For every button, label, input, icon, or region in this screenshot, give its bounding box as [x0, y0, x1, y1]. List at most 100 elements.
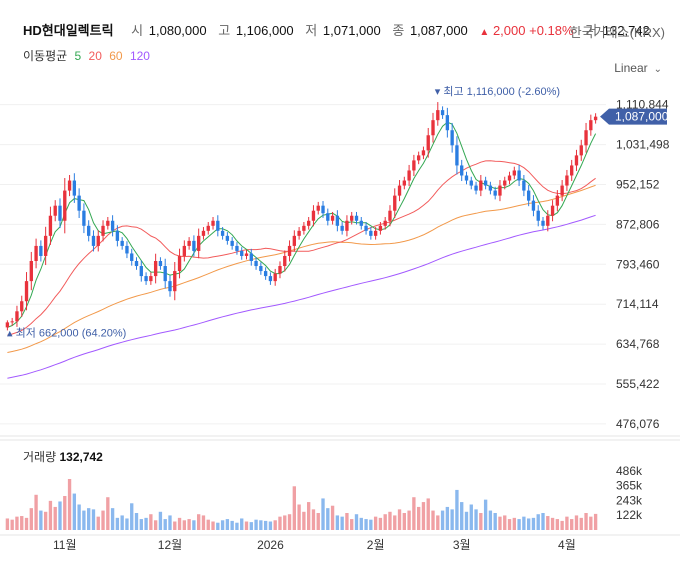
- volume-bar: [139, 519, 143, 530]
- volume-bar: [268, 521, 273, 530]
- up-triangle-icon: ▲: [479, 27, 490, 38]
- volume-bar: [48, 500, 53, 530]
- volume-value: 132,742: [602, 23, 650, 38]
- volume-bar: [570, 519, 574, 530]
- volume-bar: [225, 519, 230, 530]
- candle-body: [316, 205, 320, 211]
- candle-body: [378, 225, 383, 231]
- candle-body: [460, 165, 464, 176]
- volume-bar: [144, 517, 148, 530]
- volume-bar: [273, 520, 277, 530]
- volume-bar: [77, 504, 81, 530]
- candle-body: [469, 180, 473, 186]
- candle-body: [216, 220, 220, 231]
- candle-body: [220, 230, 225, 236]
- candle-body: [565, 175, 569, 186]
- quote-summary: HD현대일렉트릭 시 1,080,000 고 1,106,000 저 1,071…: [23, 20, 658, 39]
- candle-body: [517, 170, 521, 181]
- volume-bar: [29, 508, 33, 530]
- candle-body: [130, 253, 134, 261]
- candle-body: [58, 205, 62, 221]
- candle-body: [283, 255, 287, 267]
- candle-body: [235, 245, 239, 251]
- volume-bar: [110, 508, 115, 530]
- volume-bar: [431, 510, 435, 530]
- candle-body: [82, 210, 86, 226]
- open-label: 시: [131, 23, 144, 38]
- candle-body: [593, 116, 598, 121]
- volume-bar: [173, 521, 177, 530]
- x-tick-label: 4월: [558, 538, 576, 552]
- candle-body: [87, 225, 91, 236]
- volume-bar: [321, 498, 325, 530]
- candle-body: [350, 215, 354, 221]
- candle-body: [369, 230, 373, 236]
- candle-body: [340, 225, 344, 231]
- volume-tick-label: 486k: [616, 464, 643, 478]
- volume-bar: [87, 508, 91, 530]
- candle-body: [77, 195, 81, 211]
- candle-body: [503, 180, 507, 186]
- candle-body: [34, 245, 38, 261]
- volume-bar: [278, 516, 282, 530]
- candle-body: [546, 215, 550, 226]
- candle-body: [63, 190, 67, 221]
- candle-body: [536, 210, 540, 221]
- y-tick-label: 634,768: [616, 337, 660, 351]
- volume-bar: [263, 520, 268, 530]
- scale-selector[interactable]: Linear ⌄: [614, 61, 662, 75]
- candle-body: [287, 245, 292, 256]
- volume-bar: [72, 493, 77, 530]
- x-tick-label: 2월: [367, 538, 385, 552]
- volume-bar: [350, 519, 354, 530]
- volume-tick-label: 122k: [616, 508, 643, 522]
- volume-bar: [187, 519, 191, 530]
- candle-body: [584, 130, 588, 146]
- volume-bar: [63, 496, 67, 530]
- candle-body: [254, 261, 258, 267]
- volume-bar: [397, 509, 402, 530]
- volume-bar: [340, 516, 344, 530]
- candle-body: [278, 266, 282, 274]
- volume-bar: [82, 510, 86, 530]
- volume-bar: [440, 510, 445, 530]
- volume-bar: [5, 518, 10, 530]
- candle-body: [10, 321, 14, 323]
- volume-bar: [15, 516, 19, 530]
- volume-bar: [498, 516, 502, 530]
- volume-bar: [216, 522, 220, 530]
- candle-body: [144, 276, 148, 282]
- candle-body: [531, 200, 536, 211]
- candle-body: [292, 235, 297, 246]
- candle-body: [440, 110, 445, 116]
- volume-bar: [383, 514, 387, 530]
- volume-bar: [24, 517, 29, 530]
- candle-body: [555, 195, 560, 206]
- volume-bar: [579, 517, 583, 530]
- volume-bar: [421, 502, 426, 530]
- y-tick-label: 714,114: [616, 297, 659, 311]
- open-price: 1,080,000: [148, 23, 207, 38]
- candle-body: [211, 220, 215, 226]
- candle-body: [359, 220, 363, 226]
- y-tick-label: 952,152: [616, 177, 660, 191]
- candle-body: [268, 276, 273, 282]
- candle-body: [474, 185, 478, 191]
- candle-body: [431, 120, 435, 136]
- candle-body: [48, 215, 53, 236]
- volume-bar: [297, 504, 301, 530]
- volume-bar: [235, 522, 239, 530]
- moving-average-legend: 이동평균 5 20 60 120: [23, 47, 154, 64]
- volume-bar: [153, 520, 158, 530]
- high-price: 1,106,000: [235, 23, 294, 38]
- volume-bar: [354, 514, 359, 530]
- volume-bar: [402, 513, 406, 530]
- high-label: 고: [218, 23, 231, 38]
- candle-body: [412, 160, 416, 171]
- volume-bar: [326, 508, 330, 530]
- volume-bar: [488, 510, 493, 530]
- candle-body: [149, 276, 153, 282]
- volume-bar: [101, 510, 105, 530]
- volume-bar: [469, 504, 473, 530]
